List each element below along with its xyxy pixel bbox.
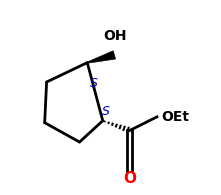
Text: OEt: OEt: [161, 110, 189, 124]
Text: S: S: [102, 105, 110, 118]
Polygon shape: [87, 51, 116, 63]
Text: S: S: [90, 77, 98, 90]
Text: OH: OH: [104, 28, 127, 43]
Text: O: O: [123, 171, 136, 186]
